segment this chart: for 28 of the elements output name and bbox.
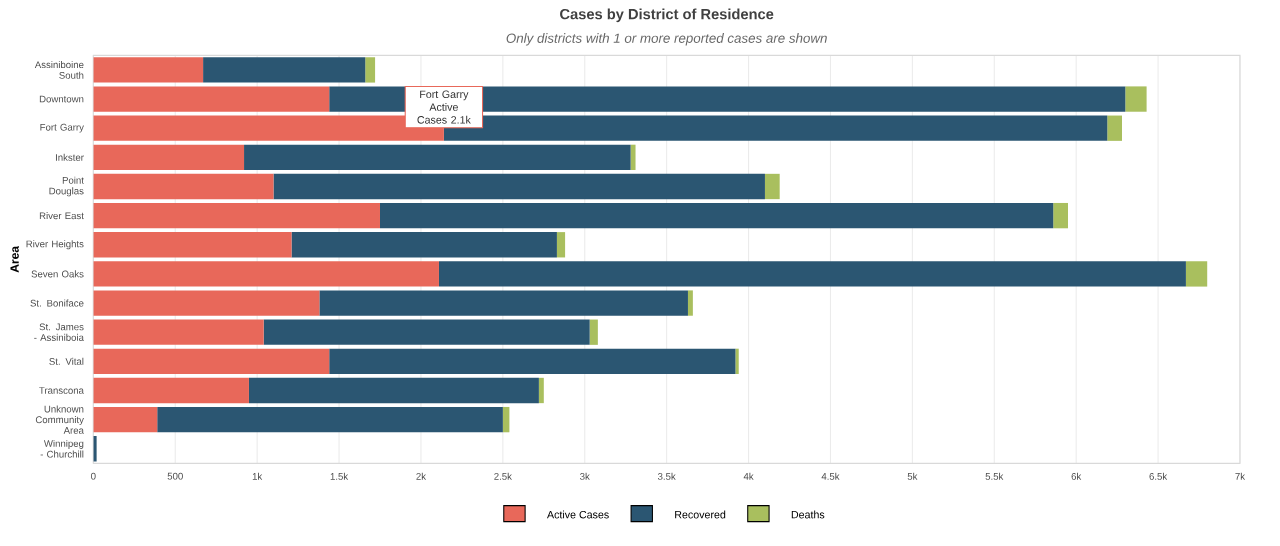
bar <box>248 377 539 404</box>
bar <box>93 348 330 375</box>
bar <box>93 173 274 200</box>
bar <box>379 202 1054 229</box>
bar <box>263 319 590 345</box>
bar <box>93 406 158 433</box>
bar <box>1107 115 1123 141</box>
bar <box>93 144 245 171</box>
bar <box>93 202 380 229</box>
bar <box>1125 86 1147 112</box>
bar <box>93 232 292 258</box>
bar <box>538 377 544 404</box>
bar <box>244 144 631 171</box>
bar <box>589 319 598 345</box>
bar <box>329 348 736 375</box>
bar <box>93 377 249 404</box>
bar <box>687 290 693 316</box>
bar <box>556 232 566 258</box>
bar <box>1053 202 1068 229</box>
bar <box>764 173 780 200</box>
bar <box>1185 261 1208 287</box>
bar <box>630 144 636 171</box>
bar <box>365 57 376 83</box>
bar <box>157 406 503 433</box>
bar <box>291 232 557 258</box>
bar <box>502 406 510 433</box>
bar <box>93 319 264 345</box>
bar <box>273 173 765 200</box>
